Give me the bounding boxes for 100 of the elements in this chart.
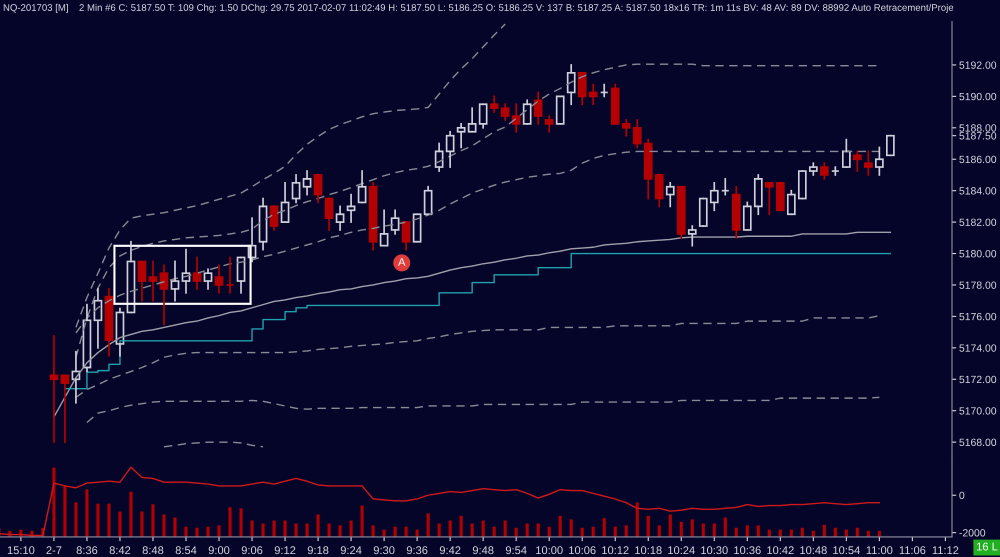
bar [492, 526, 496, 536]
chart-subtitle: 2 Min #6 C: 5187.50 T: 109 Chg: 1.50 DChg: 29.75 2017-02-07 11:02:49 H: 5187.50 L: 5186.25 O: 5186.25 V: 137 B: 5187.25 A: 5187.50 18x16 TR: 1m 11s BV: 48 AV: 89 DV: 88992 Auto Retracement/Proje [79, 4, 954, 13]
bar [878, 530, 881, 536]
y-tick-label: 5170.00 [959, 407, 996, 415]
y-tick-label: 5184.00 [959, 187, 996, 195]
bar [768, 530, 771, 536]
candlestick [302, 170, 312, 196]
bar [239, 508, 243, 536]
x-tick-label: 10:42 [767, 546, 794, 554]
bar [790, 530, 793, 536]
bar [372, 525, 375, 536]
bar [360, 506, 364, 536]
candlestick [632, 119, 642, 148]
candlestick [192, 256, 202, 290]
candlestick [622, 119, 631, 136]
bar [52, 468, 56, 536]
candlestick [478, 103, 488, 129]
bar [602, 518, 606, 536]
candlestick [666, 182, 675, 208]
y-tick-label: 5168.00 [959, 438, 996, 446]
bar [822, 524, 826, 536]
candlestick [842, 138, 851, 168]
bar [272, 520, 276, 536]
candlestick [280, 182, 290, 223]
candlestick [292, 174, 300, 204]
bar [482, 520, 485, 536]
bar [756, 525, 760, 536]
y-tick-label: 5182.00 [959, 218, 996, 226]
bar [504, 520, 507, 536]
bar [382, 530, 386, 536]
bar [151, 504, 155, 536]
x-tick-label: 10:48 [800, 546, 827, 554]
candlestick [236, 256, 246, 294]
candlestick [148, 260, 158, 302]
x-tick-label: 9:12 [274, 546, 296, 554]
x-tick-label: 10:24 [668, 546, 695, 554]
x-tick-label: 2-7 [46, 546, 62, 554]
bar [140, 512, 144, 536]
bar [514, 528, 518, 536]
bar [680, 522, 683, 536]
x-tick-label: 9:42 [440, 546, 460, 554]
y-tick-label: 5187.50 [959, 132, 996, 140]
y-tick-label: 5190.00 [959, 92, 996, 100]
candlestick [358, 170, 366, 204]
x-tick-label: 15:10 [8, 546, 34, 554]
line-series [75, 23, 506, 328]
chart-title: NQ-201703 [M] [4, 4, 68, 13]
bar [624, 525, 628, 536]
y-tick-label: 5186.00 [959, 156, 996, 164]
bar [614, 526, 617, 536]
bar [778, 530, 782, 536]
y-tick-label: 5180.00 [959, 250, 996, 258]
bar [592, 526, 595, 536]
candlestick [864, 150, 873, 176]
candlestick [456, 123, 466, 148]
bar [658, 525, 661, 536]
candlestick [490, 96, 499, 113]
candlestick [270, 206, 278, 231]
bar [118, 512, 122, 536]
y-tick-label: 5188.00 [959, 124, 996, 132]
y-tick-label: -2000 [959, 529, 986, 537]
bar [570, 519, 573, 536]
bar [328, 523, 331, 536]
bar [812, 530, 815, 536]
bar [668, 514, 672, 536]
bar [636, 502, 639, 536]
bar [74, 502, 78, 536]
bar [394, 526, 397, 536]
candlestick [446, 130, 454, 168]
x-tick-label: 8:42 [110, 546, 130, 554]
candlestick [336, 206, 344, 231]
candlestick [764, 182, 774, 216]
x-tick-label: 9:48 [472, 546, 494, 554]
x-tick-label: 10:36 [734, 546, 761, 554]
candlestick [710, 182, 719, 212]
bar [63, 486, 66, 536]
bar [294, 523, 298, 536]
candlestick [116, 308, 124, 357]
candlestick [578, 72, 587, 106]
candlestick [126, 240, 136, 314]
candlestick [204, 268, 212, 290]
bar [460, 516, 463, 536]
x-tick-label: 8:48 [142, 546, 164, 554]
bar [416, 530, 419, 536]
candlestick [808, 162, 818, 176]
bar [438, 523, 441, 536]
bar [844, 530, 848, 536]
candlestick [500, 103, 510, 121]
x-tick-label: 10:54 [833, 546, 860, 554]
candlestick [754, 174, 763, 216]
bar [107, 504, 110, 536]
candlestick [258, 198, 268, 250]
bar [526, 523, 529, 536]
candlestick [798, 170, 807, 200]
candlestick [556, 96, 565, 125]
bar [206, 526, 210, 536]
candlestick [588, 84, 598, 106]
bar [195, 528, 199, 536]
candlestick [424, 186, 432, 216]
bar [702, 523, 705, 536]
